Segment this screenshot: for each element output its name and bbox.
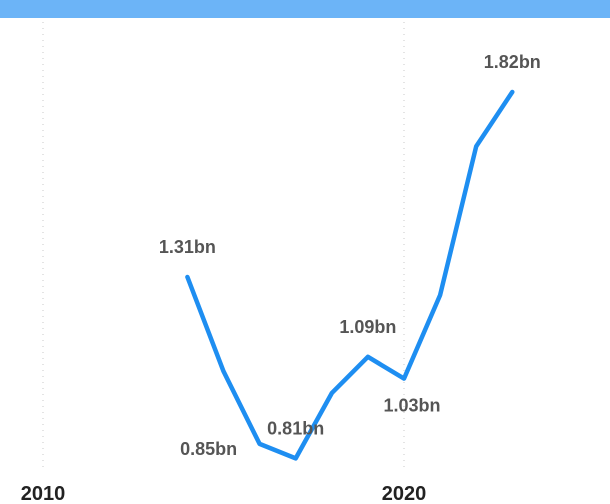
x-axis-ticks: 2010 2020 — [21, 483, 427, 504]
series-layer — [185, 89, 515, 461]
data-label-9: 1.82bn — [484, 52, 541, 72]
data-label-5: 1.09bn — [339, 317, 396, 337]
grid-lines — [42, 22, 405, 468]
data-labels: 1.31bn 0.85bn 0.81bn 1.09bn 1.03bn 1.82bn — [159, 52, 541, 459]
x-tick-label-2020: 2020 — [382, 483, 427, 504]
data-label-3: 0.81bn — [267, 418, 324, 438]
data-label-0: 1.31bn — [159, 237, 216, 257]
data-label-6: 1.03bn — [383, 396, 440, 416]
series-line — [185, 89, 515, 461]
x-tick-label-2010: 2010 — [21, 483, 66, 504]
top-banner-band — [0, 0, 610, 18]
data-label-2: 0.85bn — [180, 439, 237, 459]
